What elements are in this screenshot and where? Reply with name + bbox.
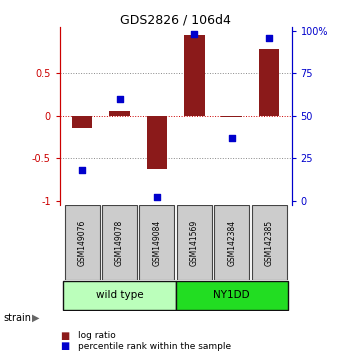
Bar — [177, 205, 212, 280]
Text: percentile rank within the sample: percentile rank within the sample — [78, 342, 232, 351]
Bar — [214, 205, 249, 280]
Point — [117, 96, 122, 102]
Text: ▶: ▶ — [32, 313, 40, 322]
Bar — [184, 35, 205, 116]
Text: GSM149078: GSM149078 — [115, 219, 124, 266]
Bar — [139, 205, 175, 280]
Bar — [64, 205, 100, 280]
Point — [79, 167, 85, 173]
Bar — [72, 116, 92, 129]
Bar — [102, 205, 137, 280]
Text: strain: strain — [3, 313, 31, 322]
Point — [154, 194, 160, 200]
Bar — [221, 116, 242, 118]
Text: GSM142384: GSM142384 — [227, 219, 236, 266]
Bar — [147, 116, 167, 169]
Point — [266, 35, 272, 40]
Text: GSM149084: GSM149084 — [152, 219, 161, 266]
Text: ■: ■ — [60, 331, 69, 341]
Text: GSM149076: GSM149076 — [78, 219, 87, 266]
Text: GSM141569: GSM141569 — [190, 219, 199, 266]
Text: log ratio: log ratio — [78, 331, 116, 340]
Point — [229, 135, 235, 141]
Bar — [109, 112, 130, 116]
Text: ■: ■ — [60, 341, 69, 351]
Text: GSM142385: GSM142385 — [265, 219, 273, 266]
Text: NY1DD: NY1DD — [213, 290, 250, 300]
Point — [192, 32, 197, 37]
Bar — [63, 281, 176, 310]
Bar — [176, 281, 288, 310]
Text: wild type: wild type — [96, 290, 143, 300]
Title: GDS2826 / 106d4: GDS2826 / 106d4 — [120, 13, 231, 27]
Bar — [252, 205, 287, 280]
Bar — [259, 50, 279, 116]
